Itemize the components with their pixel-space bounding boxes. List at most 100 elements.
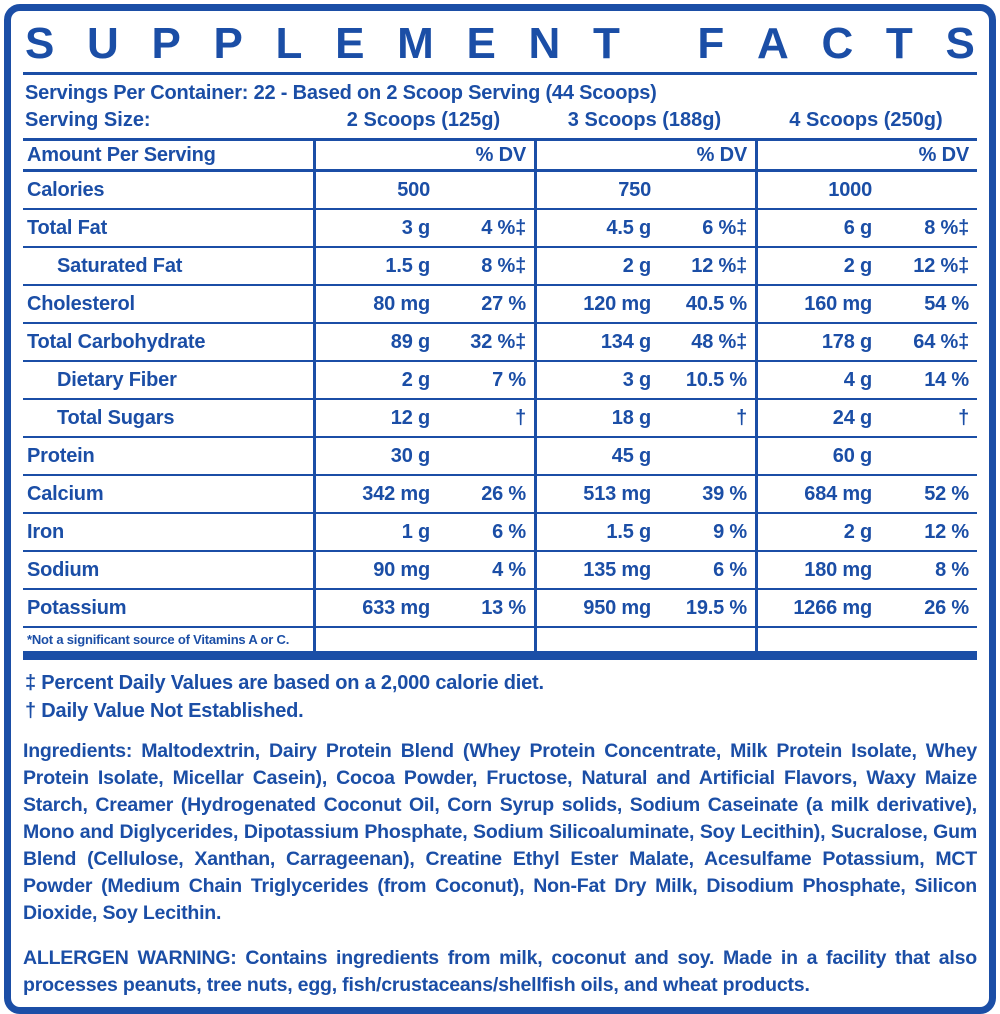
- footnote-spacer: [534, 628, 669, 651]
- nutrient-label: Total Sugars: [23, 400, 313, 438]
- dv-value: 40.5 %: [669, 286, 755, 324]
- dv-value: 48 %‡: [669, 324, 755, 362]
- amount-value: 1266 mg: [755, 590, 890, 628]
- facts-table: Amount Per Serving % DV % DV % DV Calori…: [23, 138, 977, 628]
- dv-value: 26 %: [890, 590, 977, 628]
- amount-value: 2 g: [313, 362, 448, 400]
- amount-value: 4 g: [755, 362, 890, 400]
- header-spacer: [534, 141, 669, 172]
- dv-value: 6 %: [448, 514, 534, 552]
- dv-value: 19.5 %: [669, 590, 755, 628]
- dv-value: 12 %‡: [669, 248, 755, 286]
- dv-value: †: [669, 400, 755, 438]
- amount-value: 1 g: [313, 514, 448, 552]
- amount-value: 3 g: [534, 362, 669, 400]
- amount-value: 90 mg: [313, 552, 448, 590]
- nutrient-label: Cholesterol: [23, 286, 313, 324]
- amount-value: 500: [313, 172, 448, 210]
- amount-value: 750: [534, 172, 669, 210]
- footnote-spacer: [448, 628, 534, 651]
- ingredients-text: Ingredients: Maltodextrin, Dairy Protein…: [23, 740, 977, 924]
- dv-value: 12 %: [890, 514, 977, 552]
- dv-value: [890, 438, 977, 476]
- dv-value: [448, 172, 534, 210]
- amount-value: 950 mg: [534, 590, 669, 628]
- dv-header-col1: % DV: [448, 141, 534, 172]
- footnote-spacer: [669, 628, 755, 651]
- amount-value: 89 g: [313, 324, 448, 362]
- amount-value: 1.5 g: [313, 248, 448, 286]
- amount-value: 178 g: [755, 324, 890, 362]
- serving-option-2-scoops: 2 Scoops (125g): [346, 109, 501, 131]
- dv-note-not-established: † Daily Value Not Established.: [25, 700, 304, 722]
- dv-value: 4 %: [448, 552, 534, 590]
- nutrient-label: Iron: [23, 514, 313, 552]
- amount-value: 160 mg: [755, 286, 890, 324]
- serving-size-row: Serving Size: 2 Scoops (125g) 3 Scoops (…: [23, 106, 977, 135]
- amount-value: 180 mg: [755, 552, 890, 590]
- dv-value: 26 %: [448, 476, 534, 514]
- dv-value: 14 %: [890, 362, 977, 400]
- header-spacer: [313, 141, 448, 172]
- nutrient-label: Calcium: [23, 476, 313, 514]
- dv-value: 32 %‡: [448, 324, 534, 362]
- dv-value: 7 %: [448, 362, 534, 400]
- amount-value: 120 mg: [534, 286, 669, 324]
- dv-value: [669, 438, 755, 476]
- dv-value: [669, 172, 755, 210]
- dv-value: 4 %‡: [448, 210, 534, 248]
- dv-value: [890, 172, 977, 210]
- footnote-spacer: [755, 628, 890, 651]
- dv-note-calorie-diet: ‡ Percent Daily Values are based on a 2,…: [25, 672, 544, 694]
- header-spacer: [755, 141, 890, 172]
- dv-value: 12 %‡: [890, 248, 977, 286]
- amount-value: 80 mg: [313, 286, 448, 324]
- amount-value: 24 g: [755, 400, 890, 438]
- amount-value: 342 mg: [313, 476, 448, 514]
- dv-value: 54 %: [890, 286, 977, 324]
- serving-option-4-scoops: 4 Scoops (250g): [789, 109, 943, 131]
- dv-header-col3: % DV: [890, 141, 977, 172]
- dv-value: 13 %: [448, 590, 534, 628]
- dv-value: [448, 438, 534, 476]
- dv-value: 8 %‡: [448, 248, 534, 286]
- dv-value: 52 %: [890, 476, 977, 514]
- footnote-spacer: [313, 628, 448, 651]
- amount-value: 2 g: [534, 248, 669, 286]
- dv-value: 8 %: [890, 552, 977, 590]
- nutrient-label: Saturated Fat: [23, 248, 313, 286]
- nutrient-label: Protein: [23, 438, 313, 476]
- nutrient-label: Total Carbohydrate: [23, 324, 313, 362]
- amount-per-serving-header: Amount Per Serving: [23, 141, 313, 172]
- footnote-spacer: [890, 628, 977, 651]
- amount-value: 60 g: [755, 438, 890, 476]
- amount-value: 2 g: [755, 514, 890, 552]
- allergen-warning: ALLERGEN WARNING: Contains ingredients f…: [23, 947, 977, 996]
- nutrient-label: Potassium: [23, 590, 313, 628]
- dv-header-col2: % DV: [669, 141, 755, 172]
- amount-value: 1000: [755, 172, 890, 210]
- nutrient-label: Dietary Fiber: [23, 362, 313, 400]
- serving-size-label: Serving Size:: [25, 109, 151, 131]
- amount-value: 4.5 g: [534, 210, 669, 248]
- amount-value: 1.5 g: [534, 514, 669, 552]
- dv-value: 27 %: [448, 286, 534, 324]
- servings-per-container: Servings Per Container: 22 - Based on 2 …: [25, 82, 657, 104]
- serving-option-3-scoops: 3 Scoops (188g): [567, 109, 722, 131]
- dv-value: 39 %: [669, 476, 755, 514]
- daily-value-notes: ‡ Percent Daily Values are based on a 2,…: [25, 669, 977, 725]
- dv-value: †: [448, 400, 534, 438]
- title-divider: [23, 72, 977, 75]
- amount-value: 45 g: [534, 438, 669, 476]
- dv-value: 8 %‡: [890, 210, 977, 248]
- nutrient-label: Sodium: [23, 552, 313, 590]
- amount-value: 18 g: [534, 400, 669, 438]
- dv-value: 64 %‡: [890, 324, 977, 362]
- amount-value: 6 g: [755, 210, 890, 248]
- dv-value: 6 %‡: [669, 210, 755, 248]
- amount-value: 513 mg: [534, 476, 669, 514]
- amount-value: 633 mg: [313, 590, 448, 628]
- amount-value: 134 g: [534, 324, 669, 362]
